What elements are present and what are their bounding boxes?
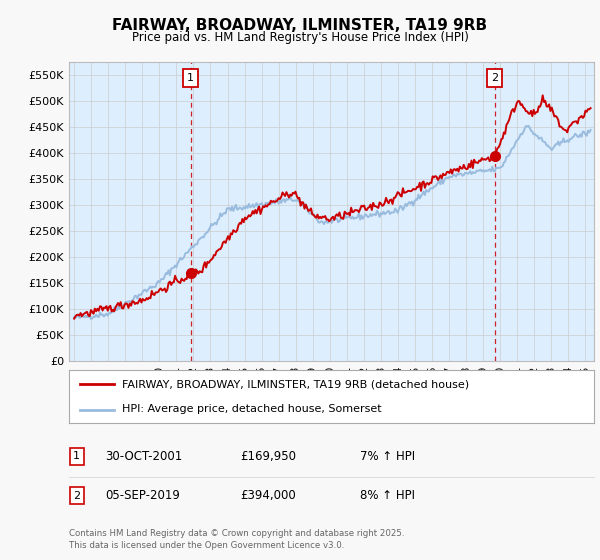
Text: 2: 2 (491, 73, 498, 83)
Text: HPI: Average price, detached house, Somerset: HPI: Average price, detached house, Some… (121, 404, 381, 414)
Text: 1: 1 (187, 73, 194, 83)
Text: Price paid vs. HM Land Registry's House Price Index (HPI): Price paid vs. HM Land Registry's House … (131, 31, 469, 44)
Text: 05-SEP-2019: 05-SEP-2019 (105, 489, 180, 502)
Text: 1: 1 (73, 451, 80, 461)
Text: £394,000: £394,000 (240, 489, 296, 502)
Text: Contains HM Land Registry data © Crown copyright and database right 2025.
This d: Contains HM Land Registry data © Crown c… (69, 529, 404, 550)
Text: £169,950: £169,950 (240, 450, 296, 463)
Text: 7% ↑ HPI: 7% ↑ HPI (360, 450, 415, 463)
Text: 8% ↑ HPI: 8% ↑ HPI (360, 489, 415, 502)
Text: FAIRWAY, BROADWAY, ILMINSTER, TA19 9RB: FAIRWAY, BROADWAY, ILMINSTER, TA19 9RB (112, 18, 488, 33)
Text: 30-OCT-2001: 30-OCT-2001 (105, 450, 182, 463)
Text: FAIRWAY, BROADWAY, ILMINSTER, TA19 9RB (detached house): FAIRWAY, BROADWAY, ILMINSTER, TA19 9RB (… (121, 380, 469, 390)
Text: 2: 2 (73, 491, 80, 501)
